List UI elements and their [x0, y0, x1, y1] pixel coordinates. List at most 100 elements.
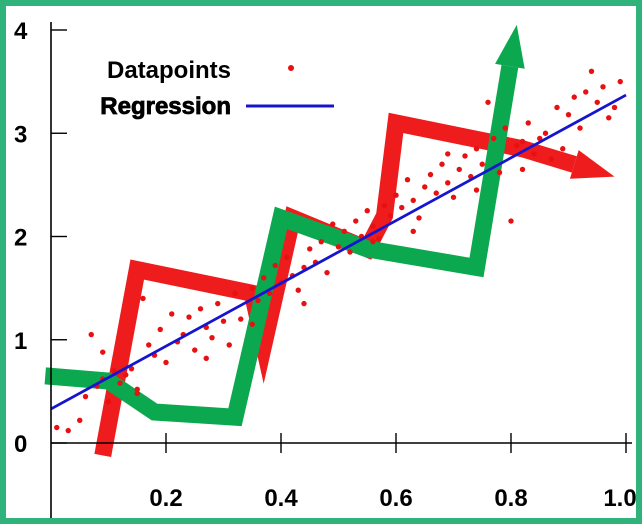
arrow-layer [44, 24, 615, 457]
data-point [307, 246, 313, 252]
data-point [617, 78, 623, 85]
data-point [209, 334, 215, 341]
data-point [519, 166, 526, 173]
data-point [410, 228, 416, 235]
data-point [295, 287, 301, 293]
data-point [393, 192, 399, 198]
data-point [404, 177, 411, 183]
data-point [462, 153, 468, 159]
data-point [364, 207, 370, 214]
data-point [387, 213, 393, 219]
data-point [422, 184, 428, 190]
data-point [399, 204, 405, 211]
data-point [606, 115, 612, 121]
data-point [376, 235, 382, 242]
data-point [502, 125, 508, 131]
y-tick-label: 1 [14, 328, 27, 355]
annotation-arrow-head-0 [569, 150, 615, 179]
data-point [445, 151, 451, 157]
data-point [232, 290, 238, 296]
legend-marker-dot [288, 65, 294, 71]
data-point [479, 161, 485, 167]
data-point [186, 314, 192, 320]
y-tick-label: 4 [14, 18, 28, 45]
data-point [416, 215, 422, 221]
x-tick-label: 0.8 [494, 485, 527, 512]
data-point [249, 285, 255, 291]
data-point [353, 218, 359, 224]
data-point [548, 156, 554, 162]
data-point [370, 223, 376, 229]
legend-label: Datapoints [107, 57, 231, 84]
data-point [146, 342, 152, 348]
data-point [519, 138, 526, 145]
data-point [439, 161, 445, 167]
data-point [249, 321, 255, 327]
data-point [450, 194, 457, 200]
data-point [347, 249, 353, 255]
y-tick-label: 2 [14, 225, 27, 252]
data-point [611, 104, 618, 111]
axes-layer: 0.2 0.4 0.6 0.8 1.0 0 1 2 3 4 [14, 18, 636, 518]
data-point [163, 359, 169, 366]
data-point [456, 166, 462, 173]
scatter-layer [54, 68, 623, 434]
y-tick-label: 0 [14, 431, 27, 458]
data-point [197, 306, 204, 312]
data-point [560, 146, 566, 152]
legend: Datapoints Regression [100, 57, 334, 120]
data-point [410, 197, 416, 204]
data-point [192, 347, 198, 353]
data-point [117, 380, 123, 386]
data-point [491, 135, 497, 142]
data-point [88, 331, 94, 338]
regression-chart: 0.2 0.4 0.6 0.8 1.0 0 1 2 3 4 Datapoints Regressio… [14, 18, 636, 518]
data-point [525, 120, 531, 126]
annotation-arrow-shaft-1 [44, 64, 519, 427]
data-point [324, 269, 330, 276]
data-point [571, 94, 577, 100]
data-point [169, 311, 175, 317]
data-point [105, 399, 112, 405]
data-point [284, 254, 290, 260]
data-point [577, 125, 583, 131]
data-point [255, 297, 261, 304]
data-point [203, 355, 209, 362]
data-point [220, 318, 227, 324]
regression-line [50, 93, 627, 411]
data-point [433, 190, 439, 196]
data-point [140, 295, 146, 302]
regression-layer [50, 93, 627, 411]
data-point [583, 89, 589, 95]
data-point [123, 372, 129, 378]
x-tick-label: 0.4 [264, 485, 298, 512]
data-point [594, 99, 600, 105]
data-point [514, 142, 520, 149]
data-point [134, 390, 140, 397]
data-point [215, 300, 221, 307]
data-point [77, 417, 83, 423]
data-point [330, 221, 336, 227]
x-tick-label: 1.0 [603, 485, 636, 512]
y-tick-label: 3 [14, 121, 27, 148]
data-point [318, 238, 324, 245]
data-point [473, 187, 480, 193]
data-point [261, 275, 267, 281]
data-point [485, 99, 491, 105]
data-point [427, 171, 434, 178]
data-point [508, 218, 514, 224]
data-point [134, 386, 140, 393]
legend-label: Regression [100, 93, 231, 120]
data-point [531, 151, 537, 157]
data-point [445, 180, 451, 186]
data-point [600, 84, 606, 90]
data-point [100, 349, 106, 355]
data-point [496, 169, 503, 176]
data-point [65, 427, 71, 434]
annotation-arrow-head-1 [495, 24, 525, 69]
data-point [565, 111, 572, 118]
data-point [542, 130, 549, 136]
data-point [226, 342, 232, 348]
data-point [157, 326, 163, 333]
